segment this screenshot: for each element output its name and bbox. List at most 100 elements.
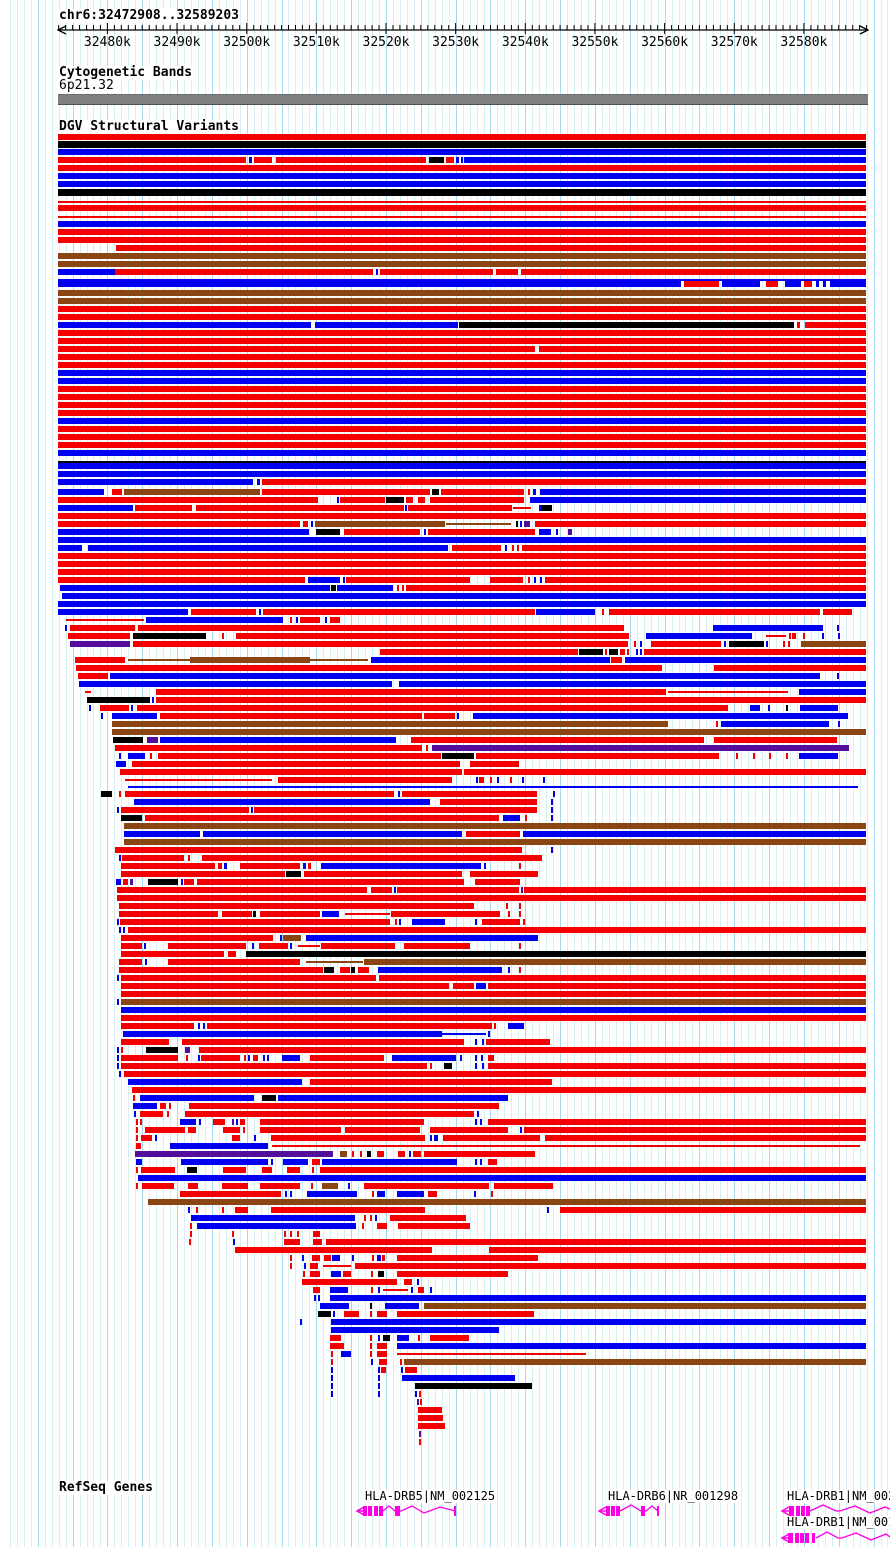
dgv-variant-bar[interactable] — [203, 1023, 205, 1029]
dgv-variant-bar[interactable] — [476, 983, 486, 989]
dgv-variant-bar[interactable] — [119, 791, 121, 797]
dgv-variant-bar[interactable] — [424, 713, 455, 719]
dgv-variant-bar[interactable] — [640, 649, 642, 655]
dgv-variant-bar[interactable] — [58, 426, 866, 432]
dgv-variant-bar[interactable] — [167, 1111, 169, 1117]
dgv-variant-bar[interactable] — [58, 362, 866, 368]
dgv-variant-bar[interactable] — [232, 1231, 234, 1237]
dgv-variant-bar[interactable] — [418, 1423, 445, 1429]
dgv-variant-bar[interactable] — [519, 863, 521, 869]
dgv-variant-bar[interactable] — [392, 1055, 456, 1061]
dgv-variant-bar[interactable] — [286, 871, 301, 877]
dgv-variant-bar[interactable] — [475, 1159, 477, 1165]
dgv-variant-bar[interactable] — [89, 705, 91, 711]
dgv-variant-bar[interactable] — [140, 1119, 142, 1125]
dgv-variant-bar[interactable] — [397, 1271, 508, 1277]
dgv-variant-bar[interactable] — [308, 863, 311, 869]
dgv-variant-bar[interactable] — [58, 216, 866, 218]
dgv-variant-bar[interactable] — [331, 1359, 333, 1365]
dgv-variant-bar[interactable] — [116, 245, 866, 251]
dgv-variant-bar[interactable] — [547, 1207, 549, 1213]
dgv-variant-bar[interactable] — [378, 1375, 380, 1381]
dgv-variant-bar[interactable] — [262, 1095, 276, 1101]
dgv-variant-bar[interactable] — [58, 450, 866, 456]
dgv-variant-bar[interactable] — [371, 1271, 373, 1277]
dgv-variant-bar[interactable] — [276, 157, 426, 163]
dgv-variant-bar[interactable] — [370, 1311, 372, 1317]
dgv-variant-bar[interactable] — [124, 823, 866, 829]
dgv-variant-bar[interactable] — [58, 577, 305, 583]
dgv-variant-bar[interactable] — [254, 157, 272, 163]
dgv-variant-bar[interactable] — [121, 1055, 178, 1061]
dgv-variant-bar[interactable] — [551, 815, 553, 821]
dgv-variant-bar[interactable] — [568, 529, 572, 535]
dgv-variant-bar[interactable] — [412, 919, 445, 925]
dgv-variant-bar[interactable] — [156, 689, 666, 695]
dgv-variant-bar[interactable] — [278, 1095, 508, 1101]
dgv-variant-bar[interactable] — [306, 961, 363, 963]
dgv-variant-bar[interactable] — [377, 1351, 387, 1357]
dgv-variant-bar[interactable] — [400, 1359, 402, 1365]
dgv-variant-bar[interactable] — [58, 434, 866, 440]
dgv-variant-bar[interactable] — [185, 1047, 190, 1053]
dgv-variant-bar[interactable] — [399, 919, 401, 925]
dgv-variant-bar[interactable] — [144, 943, 146, 949]
dgv-variant-bar[interactable] — [259, 609, 261, 615]
dgv-variant-bar[interactable] — [310, 1055, 384, 1061]
dgv-variant-bar[interactable] — [417, 1279, 419, 1285]
dgv-variant-bar[interactable] — [168, 959, 300, 965]
dgv-variant-bar[interactable] — [58, 229, 866, 235]
dgv-variant-bar[interactable] — [372, 1255, 374, 1261]
dgv-variant-bar[interactable] — [136, 1127, 138, 1133]
dgv-variant-bar[interactable] — [235, 1247, 432, 1253]
dgv-variant-bar[interactable] — [58, 149, 866, 155]
dgv-variant-bar[interactable] — [312, 1159, 320, 1165]
dgv-variant-bar[interactable] — [497, 777, 499, 783]
dgv-variant-bar[interactable] — [182, 1039, 464, 1045]
dgv-variant-bar[interactable] — [121, 951, 224, 957]
dgv-variant-bar[interactable] — [330, 1287, 348, 1293]
dgv-variant-bar[interactable] — [58, 553, 866, 559]
dgv-variant-bar[interactable] — [402, 791, 537, 797]
dgv-variant-bar[interactable] — [58, 513, 866, 519]
dgv-variant-bar[interactable] — [58, 141, 866, 148]
dgv-variant-bar[interactable] — [766, 635, 786, 637]
dgv-variant-bar[interactable] — [58, 505, 133, 511]
dgv-variant-bar[interactable] — [453, 983, 474, 989]
dgv-variant-bar[interactable] — [341, 1351, 351, 1357]
dgv-variant-bar[interactable] — [444, 1063, 452, 1069]
dgv-variant-bar[interactable] — [260, 1119, 424, 1125]
dgv-variant-bar[interactable] — [58, 205, 866, 211]
dgv-variant-bar[interactable] — [322, 1183, 338, 1189]
dgv-variant-bar[interactable] — [312, 1167, 314, 1173]
dgv-variant-bar[interactable] — [803, 633, 805, 639]
dgv-variant-bar[interactable] — [331, 1391, 333, 1397]
dgv-variant-bar[interactable] — [430, 1287, 432, 1293]
dgv-variant-bar[interactable] — [466, 831, 520, 837]
dgv-variant-bar[interactable] — [385, 1303, 419, 1309]
dgv-variant-bar[interactable] — [337, 585, 393, 591]
dgv-variant-bar[interactable] — [117, 887, 367, 893]
dgv-variant-bar[interactable] — [324, 1255, 331, 1261]
dgv-variant-bar[interactable] — [302, 1279, 397, 1285]
dgv-variant-bar[interactable] — [58, 279, 866, 281]
dgv-variant-bar[interactable] — [797, 322, 800, 328]
dgv-variant-bar[interactable] — [304, 871, 462, 877]
dgv-variant-bar[interactable] — [117, 1055, 119, 1061]
dgv-variant-bar[interactable] — [545, 577, 866, 583]
dgv-variant-bar[interactable] — [496, 269, 518, 275]
dgv-variant-bar[interactable] — [605, 649, 607, 655]
dgv-variant-bar[interactable] — [525, 815, 527, 821]
dgv-variant-bar[interactable] — [753, 753, 755, 759]
dgv-variant-bar[interactable] — [58, 201, 866, 203]
dgv-variant-bar[interactable] — [141, 1167, 175, 1173]
dgv-variant-bar[interactable] — [823, 609, 852, 615]
dgv-variant-bar[interactable] — [253, 1055, 258, 1061]
dgv-variant-bar[interactable] — [482, 1039, 484, 1045]
dgv-variant-bar[interactable] — [110, 673, 820, 679]
dgv-variant-bar[interactable] — [313, 1239, 322, 1245]
dgv-variant-bar[interactable] — [60, 585, 330, 591]
dgv-variant-bar[interactable] — [331, 1367, 333, 1373]
dgv-variant-bar[interactable] — [627, 649, 629, 655]
dgv-variant-bar[interactable] — [58, 237, 866, 243]
